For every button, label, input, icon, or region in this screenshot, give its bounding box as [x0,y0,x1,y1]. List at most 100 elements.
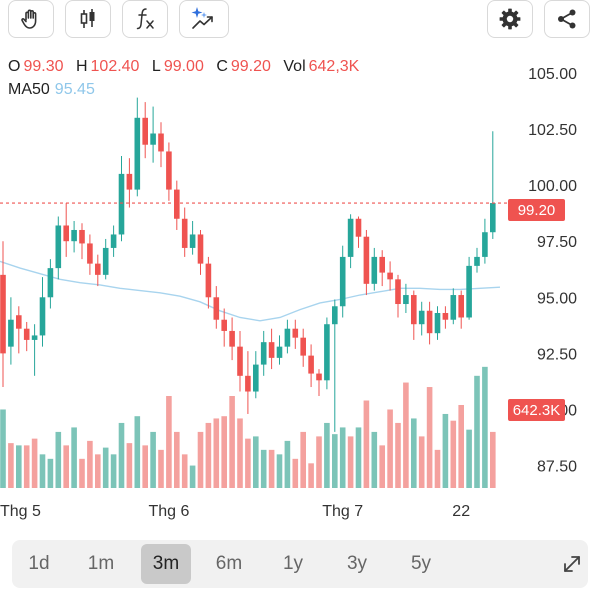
y-tick-label: 92.50 [537,346,577,363]
candle-body [276,346,283,358]
candle-body [466,265,472,318]
candle [79,223,85,260]
volume-bar [403,382,409,488]
volume-bar [253,436,259,488]
y-tick-label: 105.00 [528,66,577,83]
y-tick-label: 97.50 [537,234,577,251]
y-tick-label: 87.50 [537,459,577,476]
candle [482,218,488,264]
candle [395,274,401,318]
candle-body [308,355,314,374]
share-button[interactable] [544,0,590,38]
fullscreen-button[interactable] [547,544,597,584]
candle [47,259,54,309]
candle [276,335,283,365]
candle-body [260,342,267,365]
candle-body [71,229,77,242]
last-price-badge: 99.20 [508,199,565,221]
candle-body [379,256,385,273]
period-5y[interactable]: 5y [410,553,432,574]
candle [142,102,148,159]
volume-bar [379,445,385,488]
candle [102,238,109,280]
candle [387,261,393,291]
candle [95,254,101,287]
indicators-button[interactable] [122,0,168,38]
ma-label: MA50 [8,81,50,98]
period-1m[interactable]: 1m [87,553,115,574]
candle-body [324,324,330,381]
ma-value: 95.45 [54,81,95,98]
volume-bar [134,416,141,488]
candle [363,229,370,296]
candle [134,97,141,197]
candle-body [47,268,54,298]
expand-icon [564,556,580,572]
volume-bar [395,422,401,488]
x-tick-label: 22 [452,503,470,520]
candle-body [134,117,141,190]
volume-bar [95,454,101,488]
candle-body [490,203,496,233]
candle-body [181,218,188,248]
volume-bar [150,431,156,488]
candle [23,321,30,352]
x-tick-label: Thg 7 [322,503,363,520]
candle-body [189,234,196,248]
candle-body [253,364,259,392]
candle [347,214,354,269]
volume-bar [260,449,267,488]
volume-bar [458,404,464,488]
volume-bar [466,429,472,488]
ai-analysis-button[interactable] [179,0,229,38]
toolbar [0,0,600,44]
candle-body [300,337,306,356]
volume-bar [39,454,46,488]
period-3y[interactable]: 3y [346,553,368,574]
candle-body [395,279,401,305]
volume-bar [332,434,338,488]
candle [245,351,251,414]
period-6m[interactable]: 6m [215,553,243,574]
volume-bar [308,463,314,488]
candle [371,247,378,291]
candle [55,216,62,280]
volume-bar [339,427,346,488]
chart-type-button[interactable] [65,0,111,38]
volume-bar [371,431,378,488]
candle-body [31,335,38,340]
candle [126,158,133,208]
candle [253,351,259,399]
candle [16,306,22,354]
candle [87,234,93,275]
period-1d[interactable]: 1d [28,553,50,574]
candle-body [229,330,235,347]
candle-body [126,173,133,190]
settings-button[interactable] [487,0,533,38]
candle-body [221,319,227,331]
open-label: O [8,58,21,75]
volume-bar [300,431,306,488]
candlestick-icon [80,9,95,28]
volume-bar [347,436,354,488]
drawing-tool-button[interactable] [8,0,54,38]
period-1y[interactable]: 1y [282,553,304,574]
candle [260,330,267,376]
candle-body [450,295,457,320]
volume-bar [23,445,30,488]
candle-body [482,232,488,257]
candle-body [158,133,164,152]
period-3m[interactable]: 3m [141,544,191,584]
function-icon [136,8,154,30]
candle-body [95,263,101,275]
candle [221,308,227,347]
candle-body [355,218,362,237]
candle-body [39,297,46,336]
volume-bar [102,447,109,488]
volume-bar [363,400,370,488]
candle-body [434,312,441,334]
candle-body [316,373,322,381]
y-tick-label: 100.00 [528,178,577,195]
volume-bar [118,422,125,488]
